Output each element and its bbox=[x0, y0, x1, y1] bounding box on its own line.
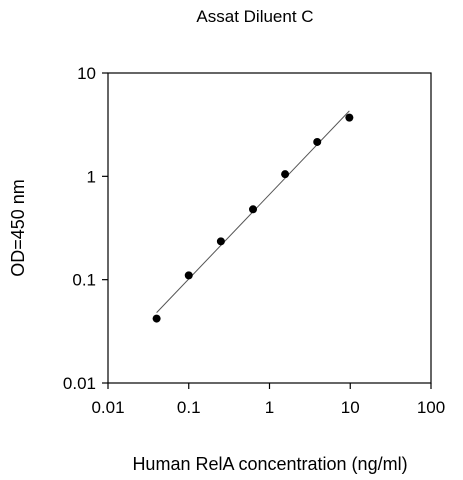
x-axis: 0.01 0.1 1 10 100 bbox=[91, 383, 445, 417]
x-tick-label: 1 bbox=[265, 398, 274, 417]
y-axis: 0.01 0.1 1 10 bbox=[63, 64, 108, 393]
x-tick-label: 10 bbox=[341, 398, 360, 417]
data-point bbox=[216, 237, 225, 246]
y-axis-label: OD=450 nm bbox=[8, 179, 28, 277]
x-tick-label: 100 bbox=[417, 398, 445, 417]
y-tick-label: 10 bbox=[77, 64, 96, 83]
x-tick-label: 0.1 bbox=[177, 398, 201, 417]
x-tick-label: 0.01 bbox=[91, 398, 124, 417]
y-tick-label: 1 bbox=[87, 167, 96, 186]
y-tick-label: 0.01 bbox=[63, 374, 96, 393]
data-point bbox=[313, 137, 322, 146]
data-point bbox=[281, 170, 290, 179]
y-tick-label: 0.1 bbox=[72, 271, 96, 290]
data-point bbox=[184, 271, 193, 280]
data-point bbox=[249, 205, 258, 214]
chart-title: Assat Diluent C bbox=[196, 7, 313, 26]
data-point bbox=[152, 314, 161, 323]
x-axis-label: Human RelA concentration (ng/ml) bbox=[132, 454, 407, 474]
data-points bbox=[152, 113, 354, 323]
plot-area-frame bbox=[107, 72, 432, 384]
data-point bbox=[345, 113, 354, 122]
